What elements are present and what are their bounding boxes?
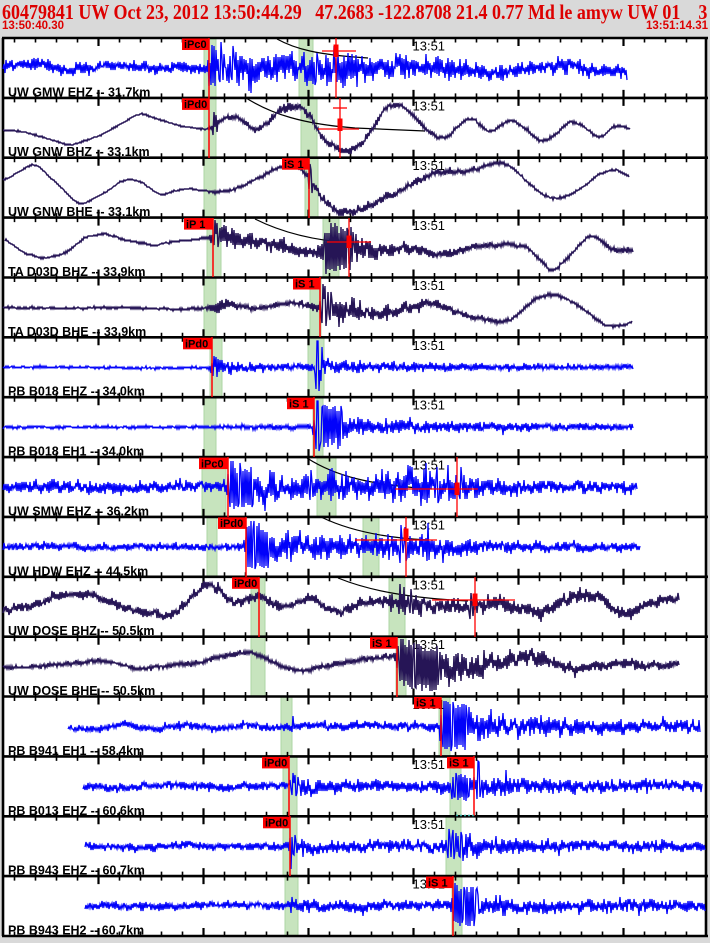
svg-text:13:51: 13:51 — [413, 278, 446, 293]
svg-text:iPd0: iPd0 — [265, 818, 288, 830]
svg-text:iPd0: iPd0 — [234, 578, 257, 590]
svg-text:13:51: 13:51 — [413, 39, 446, 54]
svg-text:13:51: 13:51 — [413, 398, 446, 413]
svg-text:13:51: 13:51 — [413, 517, 446, 532]
svg-text:13:51: 13:51 — [413, 817, 446, 832]
svg-text:UW DOSE BHZ -- 50.5km: UW DOSE BHZ -- 50.5km — [8, 624, 155, 638]
svg-text:iP 1: iP 1 — [186, 219, 205, 231]
svg-text:13:51: 13:51 — [413, 338, 446, 353]
svg-text:13:51: 13:51 — [413, 577, 446, 592]
svg-text:PB B943 EHZ -- 60.7km: PB B943 EHZ -- 60.7km — [8, 864, 145, 878]
svg-text:PB B013 EHZ -- 60.6km: PB B013 EHZ -- 60.6km — [8, 804, 145, 818]
svg-text:13:51: 13:51 — [413, 158, 446, 173]
svg-text:iPc0: iPc0 — [184, 39, 207, 51]
svg-text:13:51: 13:51 — [413, 98, 446, 113]
svg-text:PB B943 EH2 -- 60.7km: PB B943 EH2 -- 60.7km — [8, 924, 144, 938]
svg-text:iPd0: iPd0 — [185, 339, 208, 351]
svg-text:UW GNW BHZ -- 33.1km: UW GNW BHZ -- 33.1km — [8, 145, 150, 159]
svg-text:iS 1: iS 1 — [289, 398, 309, 410]
svg-text:UW HDW EHZ -- 44.5km: UW HDW EHZ -- 44.5km — [8, 564, 148, 578]
svg-text:iPd0: iPd0 — [220, 518, 243, 530]
svg-text:iS 1: iS 1 — [449, 758, 469, 770]
svg-text:UW SMW EHZ -- 36.2km: UW SMW EHZ -- 36.2km — [8, 504, 149, 518]
svg-text:UW DOSE BHE -- 50.5km: UW DOSE BHE -- 50.5km — [8, 684, 155, 698]
svg-text:iS 1: iS 1 — [284, 159, 304, 171]
svg-text:iPc0: iPc0 — [201, 458, 224, 470]
svg-text:UW GNW BHE -- 33.1km: UW GNW BHE -- 33.1km — [8, 205, 150, 219]
svg-text:13:51: 13:51 — [413, 458, 446, 473]
svg-text:13:51: 13:51 — [413, 218, 446, 233]
svg-text:13:51: 13:51 — [413, 757, 446, 772]
svg-text:PB B018 EHZ -- 34.0km: PB B018 EHZ -- 34.0km — [8, 385, 145, 399]
svg-text:iPd0: iPd0 — [264, 758, 287, 770]
svg-text:PB B018 EH1 -- 34.0km: PB B018 EH1 -- 34.0km — [8, 445, 144, 459]
svg-text:iS 1: iS 1 — [372, 638, 392, 650]
svg-text:iS 1: iS 1 — [428, 877, 448, 889]
svg-text:iS 1: iS 1 — [416, 698, 436, 710]
svg-text:TA D03D BHZ -- 33.9km: TA D03D BHZ -- 33.9km — [8, 265, 146, 279]
svg-text:UW GMW EHZ -- 31.7km: UW GMW EHZ -- 31.7km — [8, 85, 150, 99]
svg-text:PB B941 EH1 -- 58.4km: PB B941 EH1 -- 58.4km — [8, 744, 144, 758]
svg-text:TA D03D BHE -- 33.9km: TA D03D BHE -- 33.9km — [8, 325, 146, 339]
svg-text:iS 1: iS 1 — [295, 279, 315, 291]
svg-text:iPd0: iPd0 — [184, 99, 207, 111]
